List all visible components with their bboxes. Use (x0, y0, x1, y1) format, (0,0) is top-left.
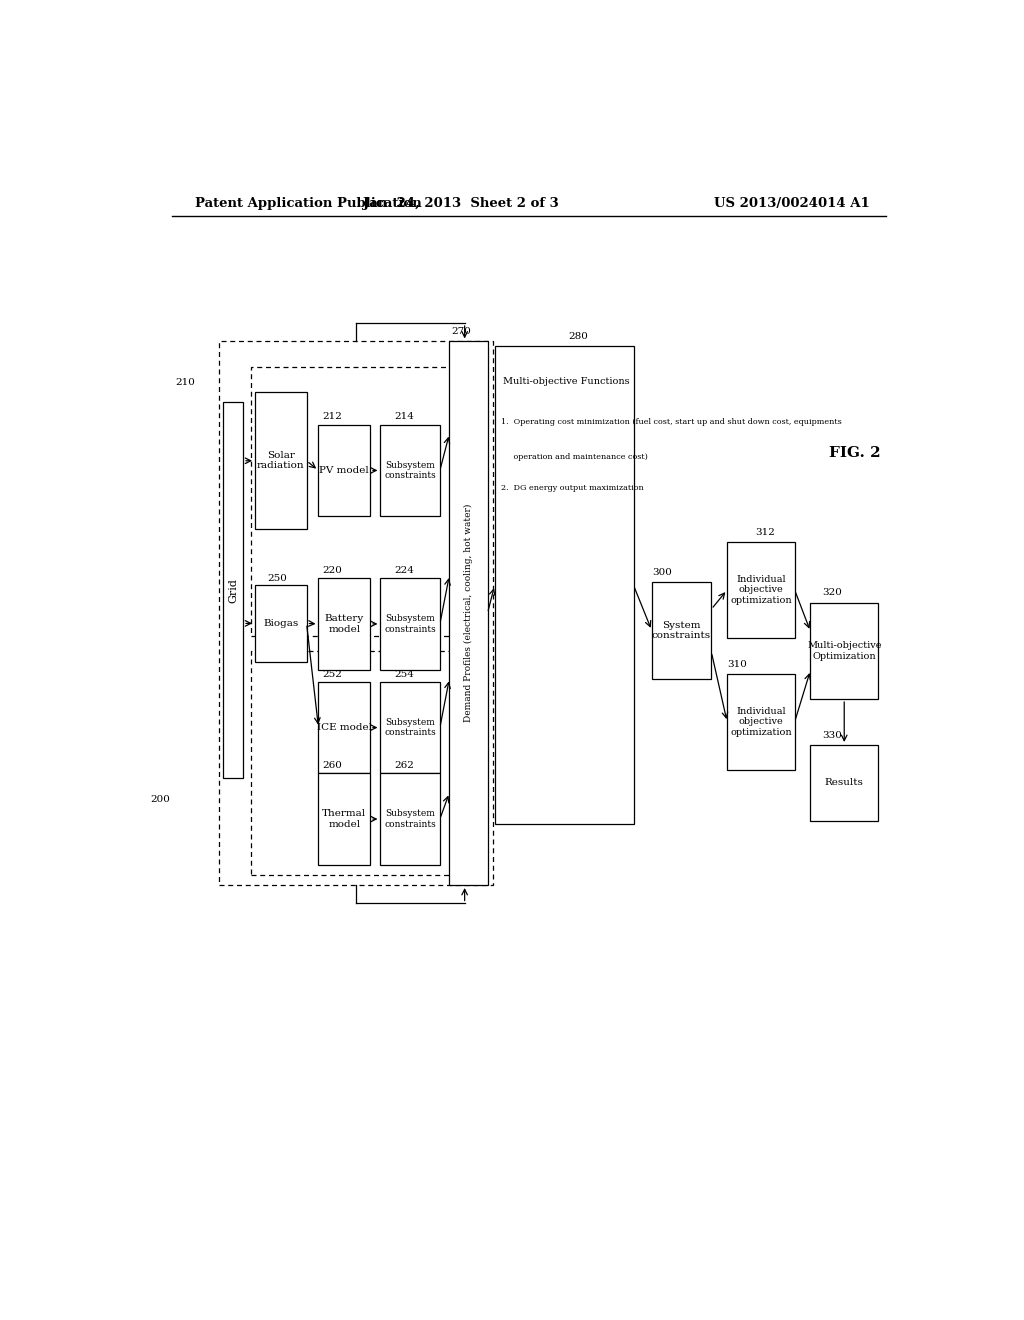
Bar (495, 346, 634, 824)
Text: 280: 280 (568, 333, 589, 342)
Text: Biogas: Biogas (263, 619, 298, 628)
Text: Solar
radiation: Solar radiation (257, 451, 304, 470)
Bar (255, 585, 306, 661)
Text: 254: 254 (394, 669, 414, 678)
Text: 262: 262 (394, 762, 414, 771)
Bar (223, 403, 243, 779)
Text: 312: 312 (755, 528, 775, 536)
Text: 270: 270 (452, 327, 472, 337)
Text: Subsystem
constraints: Subsystem constraints (384, 718, 436, 738)
Text: 252: 252 (323, 669, 342, 678)
Bar (380, 774, 440, 865)
Bar (811, 744, 878, 821)
Text: 320: 320 (822, 589, 843, 598)
Text: PV model: PV model (319, 466, 369, 475)
Bar (727, 541, 795, 638)
Text: Patent Application Publication: Patent Application Publication (196, 197, 422, 210)
Text: ICE model: ICE model (316, 723, 372, 733)
Text: Subsystem
constraints: Subsystem constraints (384, 461, 436, 480)
Text: Subsystem
constraints: Subsystem constraints (384, 614, 436, 634)
Bar (255, 392, 306, 529)
Bar (318, 774, 370, 865)
Text: Demand Profiles (electrical, cooling, hot water): Demand Profiles (electrical, cooling, ho… (464, 504, 473, 722)
Text: 220: 220 (323, 566, 342, 576)
Text: 250: 250 (267, 574, 287, 583)
Text: US 2013/0024014 A1: US 2013/0024014 A1 (715, 197, 870, 210)
Bar (811, 602, 878, 700)
Text: Thermal
model: Thermal model (323, 809, 367, 829)
Bar (251, 651, 485, 875)
Text: FIG. 2: FIG. 2 (829, 446, 881, 461)
Bar (380, 682, 440, 774)
Text: System
constraints: System constraints (652, 620, 711, 640)
Text: operation and maintenance cost): operation and maintenance cost) (501, 453, 648, 461)
Text: 260: 260 (323, 762, 342, 771)
Text: Battery
model: Battery model (325, 614, 364, 634)
Text: 330: 330 (822, 731, 843, 739)
Text: Individual
objective
optimization: Individual objective optimization (730, 708, 792, 737)
Text: Grid: Grid (228, 578, 239, 603)
Text: 300: 300 (652, 568, 672, 577)
Bar (318, 425, 370, 516)
Bar (251, 367, 485, 636)
Text: 214: 214 (394, 412, 414, 421)
Text: 212: 212 (323, 412, 342, 421)
Bar (318, 682, 370, 774)
Text: 200: 200 (151, 795, 170, 804)
Text: 210: 210 (176, 378, 196, 387)
Text: 1.  Operating cost minimization (fuel cost, start up and shut down cost, equipme: 1. Operating cost minimization (fuel cos… (501, 417, 842, 425)
Text: Multi-objective Functions: Multi-objective Functions (503, 378, 629, 385)
Bar (652, 582, 712, 678)
Text: Multi-objective
Optimization: Multi-objective Optimization (807, 642, 882, 660)
Text: Individual
objective
optimization: Individual objective optimization (730, 576, 792, 605)
Text: Jan. 24, 2013  Sheet 2 of 3: Jan. 24, 2013 Sheet 2 of 3 (364, 197, 559, 210)
Bar (318, 578, 370, 669)
Bar (219, 342, 494, 886)
Text: 310: 310 (727, 660, 748, 669)
Bar (380, 578, 440, 669)
Bar (380, 425, 440, 516)
Text: 2.  DG energy output maximization: 2. DG energy output maximization (501, 483, 644, 491)
Text: Subsystem
constraints: Subsystem constraints (384, 809, 436, 829)
Bar (450, 342, 487, 886)
Bar (727, 673, 795, 771)
Text: Results: Results (824, 779, 863, 788)
Text: 224: 224 (394, 566, 414, 576)
